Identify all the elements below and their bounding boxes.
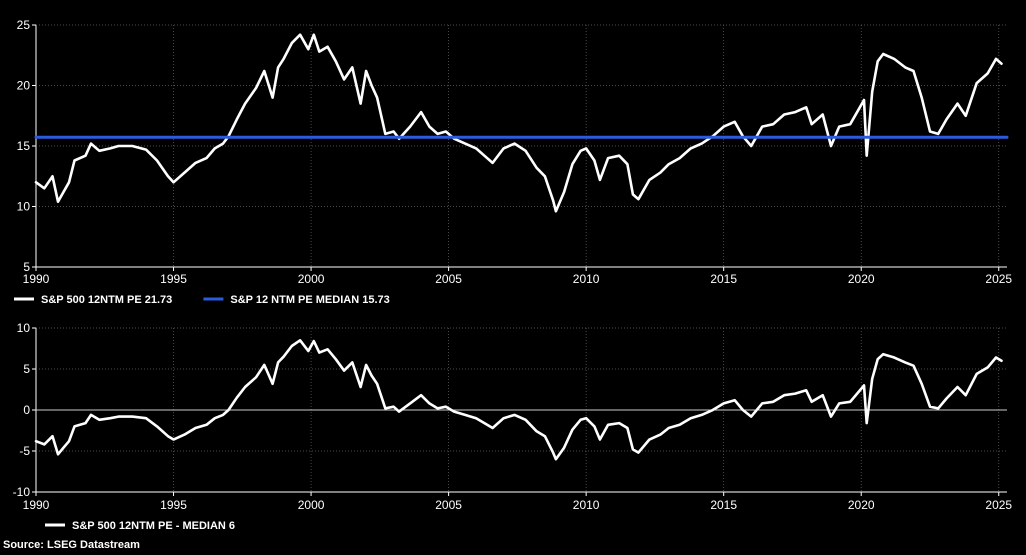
x-tick-label: 1990 bbox=[23, 272, 50, 286]
x-tick-label: 2015 bbox=[710, 498, 737, 512]
y-tick-label: 15 bbox=[17, 139, 31, 153]
y-tick-label: -5 bbox=[19, 444, 30, 458]
x-tick-label: 1995 bbox=[160, 272, 187, 286]
legend-label: S&P 500 12NTM PE - MEDIAN 6 bbox=[72, 520, 235, 532]
y-tick-label: 10 bbox=[17, 200, 31, 214]
legend-label: S&P 500 12NTM PE 21.73 bbox=[41, 294, 172, 306]
y-tick-label: 5 bbox=[23, 362, 30, 376]
x-tick-label: 2005 bbox=[435, 272, 462, 286]
pe-line-series bbox=[34, 339, 1003, 461]
x-tick-label: 2025 bbox=[985, 498, 1012, 512]
top-legend: S&P 500 12NTM PE 21.73 S&P 12 NTM PE MEDI… bbox=[14, 294, 390, 306]
y-tick-label: 0 bbox=[23, 403, 30, 417]
x-tick-label: 2010 bbox=[573, 272, 600, 286]
y-tick-label: 25 bbox=[17, 18, 31, 32]
y-tick-label: -10 bbox=[13, 485, 31, 499]
y-tick-label: 10 bbox=[17, 321, 31, 335]
x-tick-label: 2000 bbox=[298, 272, 325, 286]
x-tick-label: 2025 bbox=[985, 272, 1012, 286]
source-note: Source: LSEG Datastream bbox=[3, 539, 140, 551]
y-tick-label: 5 bbox=[23, 260, 30, 274]
x-tick-label: 1990 bbox=[23, 498, 50, 512]
x-tick-label: 2020 bbox=[848, 498, 875, 512]
legend-label: S&P 12 NTM PE MEDIAN 15.73 bbox=[230, 294, 389, 306]
x-tick-label: 1995 bbox=[160, 498, 187, 512]
x-tick-label: 2020 bbox=[848, 272, 875, 286]
x-tick-label: 2005 bbox=[435, 498, 462, 512]
x-tick-label: 2010 bbox=[573, 498, 600, 512]
pe-line-series bbox=[34, 33, 1003, 213]
x-tick-label: 2000 bbox=[298, 498, 325, 512]
y-tick-label: 20 bbox=[17, 79, 31, 93]
bottom-legend: S&P 500 12NTM PE - MEDIAN 6 bbox=[45, 520, 235, 532]
x-tick-label: 2015 bbox=[710, 272, 737, 286]
